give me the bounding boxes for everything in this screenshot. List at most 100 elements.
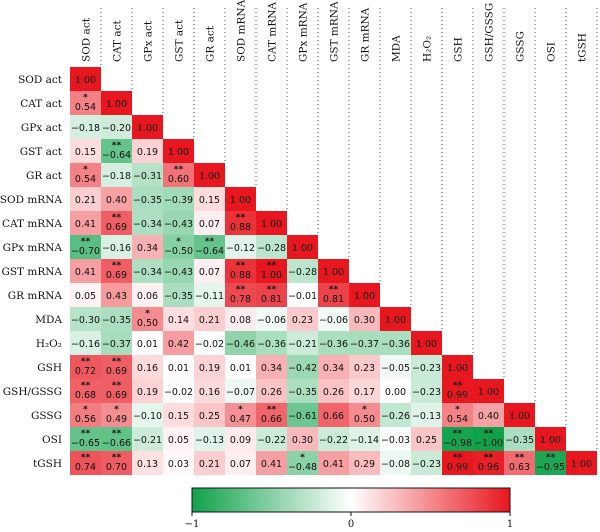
cell-value-label: −0.23 (412, 387, 441, 398)
cell-value-label: 0.21 (199, 459, 220, 470)
heatmap-cell (101, 379, 132, 403)
cell-value-label: −0.70 (71, 246, 100, 257)
heatmap-cell (70, 427, 101, 451)
significance-marker: ** (484, 429, 494, 439)
heatmap-cell (256, 379, 287, 403)
cell-value-label: 0.15 (199, 195, 220, 206)
cell-value-label: −0.28 (257, 243, 286, 254)
cell-value-label: −0.01 (288, 291, 317, 302)
heatmap-cell (349, 283, 380, 307)
heatmap-cell (163, 211, 194, 235)
cell-value-label: 0.16 (137, 363, 158, 374)
row-label-gr-act: GR act (26, 170, 63, 182)
cell-value-label: −0.36 (381, 339, 410, 350)
significance-marker: * (114, 405, 119, 415)
heatmap-cell (349, 451, 380, 475)
cell-value-label: 0.30 (292, 435, 313, 446)
heatmap-cell (287, 451, 318, 475)
cell-value-label: 1.00 (199, 171, 220, 182)
cell-value-label: −0.66 (102, 438, 131, 449)
cell-value-label: 0.21 (75, 195, 96, 206)
heatmap-cell (349, 379, 380, 403)
col-label-cat-act: CAT act (112, 19, 124, 62)
row-label-h-o: H₂O₂ (36, 338, 62, 350)
heatmap-cell (256, 259, 287, 283)
heatmap-cell (287, 259, 318, 283)
cell-value-label: 0.54 (447, 414, 468, 425)
heatmap-cell (101, 187, 132, 211)
cell-value-label: 0.01 (137, 339, 158, 350)
cell-value-label: 0.14 (168, 315, 189, 326)
heatmap-cell (70, 331, 101, 355)
col-label-gpx-act: GPx act (143, 20, 155, 62)
cell-value-label: 0.78 (230, 294, 251, 305)
cell-value-label: 0.47 (230, 414, 251, 425)
heatmap-cell (163, 139, 194, 163)
cell-value-label: −0.64 (102, 150, 131, 161)
heatmap-cell (194, 379, 225, 403)
heatmap-cell (101, 115, 132, 139)
cell-value-label: −0.18 (71, 123, 100, 134)
cell-value-label: 0.41 (75, 267, 96, 278)
heatmap-cell (163, 283, 194, 307)
col-label-tgsh: tGSH (577, 33, 589, 62)
heatmap-cell (70, 187, 101, 211)
significance-marker: ** (515, 453, 525, 463)
heatmap-cell (256, 331, 287, 355)
row-label-gssg: GSSG (31, 410, 62, 422)
significance-marker: * (145, 309, 150, 319)
cell-value-label: −0.35 (288, 387, 317, 398)
cell-value-label: 0.34 (137, 243, 158, 254)
col-label-gr-mrna: GR mRNA (360, 7, 372, 62)
heatmap-cell (318, 331, 349, 355)
heatmap-cell (194, 211, 225, 235)
cell-value-label: 0.54 (75, 102, 96, 113)
cell-value-label: −0.98 (443, 438, 472, 449)
cell-value-label: 0.60 (168, 174, 189, 185)
cell-value-label: 0.43 (106, 291, 127, 302)
cell-value-label: −0.12 (226, 243, 255, 254)
cell-value-label: 1.00 (261, 270, 282, 281)
cell-value-label: 0.34 (261, 363, 282, 374)
row-label-cat-mrna: CAT mRNA (2, 218, 62, 230)
heatmap-cell (70, 115, 101, 139)
heatmap-cell (318, 259, 349, 283)
cell-value-label: 0.21 (199, 315, 220, 326)
heatmap-cell (411, 427, 442, 451)
heatmap-cell (70, 355, 101, 379)
heatmap-cell (194, 235, 225, 259)
heatmap-cell (287, 379, 318, 403)
row-labels: SOD act CAT act GPx act GST act GR act SOD mR… (0, 74, 63, 470)
heatmap-cell (163, 331, 194, 355)
col-label-mda: MDA (391, 35, 403, 62)
heatmap-cell (70, 403, 101, 427)
heatmap-cell (101, 427, 132, 451)
row-label-sod-mrna: SOD mRNA (0, 194, 62, 206)
significance-marker: ** (236, 285, 246, 295)
cell-value-label: −0.14 (350, 435, 379, 446)
heatmap-cell (256, 235, 287, 259)
cell-value-label: −0.50 (164, 246, 193, 257)
heatmap-cell (163, 451, 194, 475)
significance-marker: ** (81, 237, 91, 247)
cell-value-label: −0.13 (412, 411, 441, 422)
cell-value-label: 1.00 (540, 435, 561, 446)
cell-value-label: −0.35 (164, 291, 193, 302)
cell-value-label: 1.00 (292, 243, 313, 254)
cell-value-label: −0.02 (164, 387, 193, 398)
significance-marker: ** (112, 453, 122, 463)
heatmap-cell (163, 355, 194, 379)
cell-value-label: 0.29 (354, 459, 375, 470)
cell-value-label: 0.41 (261, 459, 282, 470)
cell-value-label: −0.36 (257, 339, 286, 350)
significance-marker: ** (453, 381, 463, 391)
cell-value-label: 0.13 (137, 459, 158, 470)
heatmap-cell (318, 403, 349, 427)
heatmap-cell (225, 211, 256, 235)
heatmap-cell (70, 451, 101, 475)
cell-value-label: −0.10 (133, 411, 162, 422)
heatmap-cell (349, 307, 380, 331)
heatmap-cell (163, 403, 194, 427)
heatmap-cell (380, 451, 411, 475)
heatmap-cell (287, 307, 318, 331)
